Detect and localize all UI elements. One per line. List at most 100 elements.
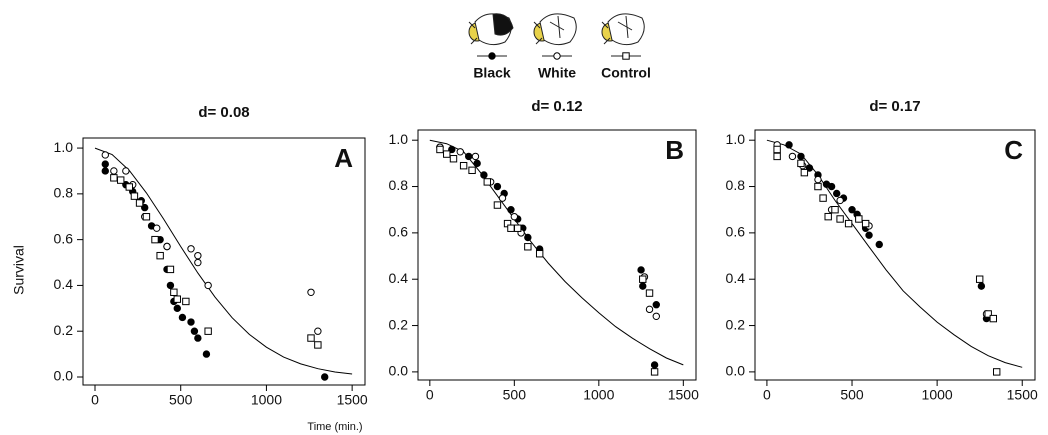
panel: d= 0.12 B 0 500 1000 1500 0.0 0.2 0.4 0.6 0.8 1.0 <box>389 98 700 403</box>
data-point <box>650 361 659 369</box>
legend-icons <box>468 13 645 46</box>
data-point <box>101 160 109 168</box>
data-point <box>844 219 853 228</box>
x-tick-label: 0 <box>426 387 434 403</box>
data-point <box>307 334 315 342</box>
data-point <box>135 199 144 207</box>
data-point <box>314 341 322 349</box>
panel-letter: C <box>1004 135 1023 165</box>
legend-label: Black <box>473 65 511 81</box>
y-tick-label: 0.8 <box>726 177 746 193</box>
y-tick-label: 0.6 <box>389 224 409 240</box>
data-point <box>142 213 151 221</box>
data-point <box>443 150 451 158</box>
data-point <box>507 224 515 232</box>
data-point <box>848 206 856 214</box>
data-point <box>645 289 654 297</box>
data-point <box>307 288 315 296</box>
data-point <box>449 155 458 163</box>
plot-frame <box>82 137 366 386</box>
y-tick-label: 1.0 <box>54 139 74 155</box>
x-tick-label: 1500 <box>1007 387 1038 403</box>
data-point <box>166 265 175 274</box>
fit-curve <box>429 139 684 366</box>
data-point <box>314 327 322 335</box>
data-point <box>861 219 870 228</box>
data-point <box>507 206 515 214</box>
data-point <box>639 275 647 283</box>
data-point <box>436 145 444 154</box>
data-point <box>827 182 836 191</box>
y-tick-label: 0.0 <box>54 368 74 384</box>
data-point <box>510 212 519 221</box>
data-point <box>178 313 187 322</box>
data-point <box>498 194 507 202</box>
data-point <box>977 282 986 290</box>
data-point <box>194 251 202 260</box>
data-point <box>831 206 839 214</box>
data-point <box>875 240 883 249</box>
x-tick-label: 0 <box>763 387 771 403</box>
data-point <box>652 312 660 320</box>
data-point <box>125 183 133 191</box>
data-point <box>194 334 202 342</box>
data-point <box>989 314 997 323</box>
data-point <box>151 235 159 244</box>
data-point <box>166 281 175 290</box>
data-point <box>473 159 481 168</box>
data-point <box>975 275 984 283</box>
data-point <box>773 145 781 154</box>
data-point <box>204 327 212 335</box>
x-tick-label: 1000 <box>922 387 953 403</box>
data-point <box>493 182 502 191</box>
y-tick-label: 1.0 <box>389 131 409 147</box>
data-point <box>650 368 659 376</box>
data-point <box>524 243 532 251</box>
panel: d= 0.17 C 0 500 1000 1500 0.0 0.2 0.4 0.6 0.8 1.0 <box>726 98 1038 403</box>
data-point <box>493 201 502 209</box>
x-tick-label: 1500 <box>337 392 368 408</box>
data-point <box>814 182 822 191</box>
data-point <box>637 266 645 274</box>
fly-icon <box>533 13 577 46</box>
legend-marker <box>553 52 561 60</box>
x-tick-label: 500 <box>169 392 193 408</box>
legend-marker <box>488 52 496 60</box>
data-point <box>797 159 805 168</box>
data-point <box>464 152 473 161</box>
fly-icon <box>468 13 514 46</box>
y-tick-label: 1.0 <box>726 131 746 147</box>
data-point <box>194 258 202 267</box>
panel-title: d= 0.12 <box>531 98 582 115</box>
legend-label: Control <box>601 65 651 81</box>
data-point <box>865 231 873 239</box>
x-tick-label: 1000 <box>583 387 614 403</box>
panel-letter: B <box>665 135 684 165</box>
data-point <box>819 194 827 202</box>
panel-title: d= 0.08 <box>198 104 249 121</box>
y-tick-label: 0.4 <box>726 270 746 286</box>
data-point <box>182 297 190 306</box>
data-point <box>459 161 468 170</box>
fit-curve <box>94 147 353 375</box>
data-point <box>535 250 544 258</box>
panel: d= 0.08 A 0 500 1000 1500 0.0 0.2 0.4 0.6 0.8 1.0 <box>54 104 368 408</box>
fly-icon <box>601 13 645 46</box>
data-point <box>785 141 793 149</box>
x-tick-label: 500 <box>503 387 527 403</box>
data-point <box>101 151 109 159</box>
data-point <box>170 288 178 296</box>
data-point <box>173 304 181 313</box>
data-point <box>652 300 660 309</box>
data-point <box>483 178 491 186</box>
y-tick-label: 0.4 <box>389 270 409 286</box>
panel-title: d= 0.17 <box>869 98 920 115</box>
plot-frame <box>754 129 1036 381</box>
data-point <box>471 152 480 161</box>
data-point <box>156 251 164 260</box>
y-tick-label: 0.8 <box>54 185 74 201</box>
data-point <box>993 368 1001 376</box>
x-tick-label: 500 <box>840 387 864 403</box>
y-tick-label: 0.0 <box>726 363 746 379</box>
panel-letter: A <box>334 143 353 173</box>
